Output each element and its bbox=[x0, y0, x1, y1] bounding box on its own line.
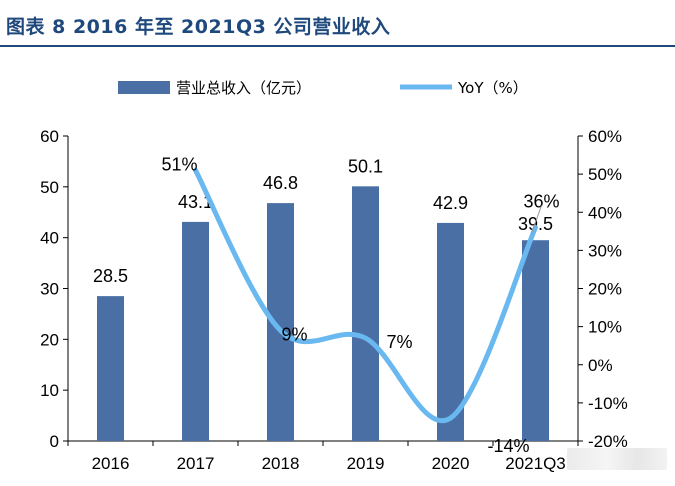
bar-data-label: 50.1 bbox=[348, 156, 383, 176]
x-tick-label: 2019 bbox=[347, 454, 385, 473]
yoy-data-label: -14% bbox=[487, 436, 529, 456]
legend-line-label: YoY（%） bbox=[457, 79, 528, 97]
yoy-data-label: 36% bbox=[523, 192, 559, 212]
bar-data-label: 42.9 bbox=[433, 193, 468, 213]
left-tick-label: 40 bbox=[40, 229, 59, 248]
bar-data-label: 28.5 bbox=[93, 266, 128, 286]
bar-data-label: 39.5 bbox=[518, 214, 553, 234]
left-tick-label: 0 bbox=[50, 432, 59, 451]
bar bbox=[97, 296, 124, 441]
right-tick-label: -20% bbox=[588, 432, 628, 451]
left-tick-label: 10 bbox=[40, 381, 59, 400]
legend-bar-label: 营业总收入（亿元） bbox=[176, 79, 311, 97]
right-tick-label: 10% bbox=[588, 318, 622, 337]
yoy-data-label: 7% bbox=[386, 332, 412, 352]
left-tick-label: 30 bbox=[40, 280, 59, 299]
title-divider bbox=[0, 45, 675, 47]
right-tick-label: 0% bbox=[588, 356, 613, 375]
yoy-label-leader bbox=[531, 205, 542, 234]
right-tick-label: 40% bbox=[588, 203, 622, 222]
x-tick-label: 2016 bbox=[92, 454, 130, 473]
legend-bar-swatch bbox=[118, 81, 170, 94]
chart-title: 图表 8 2016 年至 2021Q3 公司营业收入 bbox=[6, 16, 391, 38]
left-tick-label: 50 bbox=[40, 178, 59, 197]
right-tick-label: 30% bbox=[588, 241, 622, 260]
bar bbox=[437, 222, 464, 441]
right-tick-label: 20% bbox=[588, 280, 622, 299]
right-tick-label: 50% bbox=[588, 165, 622, 184]
yoy-line bbox=[193, 167, 538, 424]
bar bbox=[352, 186, 379, 441]
right-tick-label: 60% bbox=[588, 127, 622, 146]
left-tick-label: 20 bbox=[40, 330, 59, 349]
yoy-data-label: 9% bbox=[281, 324, 307, 344]
right-tick-label: -10% bbox=[588, 394, 628, 413]
x-tick-label: 2021Q3 bbox=[505, 454, 566, 473]
yoy-data-label: 51% bbox=[161, 154, 197, 174]
x-tick-label: 2018 bbox=[262, 454, 300, 473]
bar-data-label: 43.1 bbox=[178, 192, 213, 212]
bar bbox=[522, 240, 549, 441]
left-tick-label: 60 bbox=[40, 127, 59, 146]
watermark bbox=[567, 448, 667, 470]
x-tick-label: 2017 bbox=[177, 454, 215, 473]
bar bbox=[182, 221, 209, 441]
x-tick-label: 2020 bbox=[432, 454, 470, 473]
bar-data-label: 46.8 bbox=[263, 173, 298, 193]
